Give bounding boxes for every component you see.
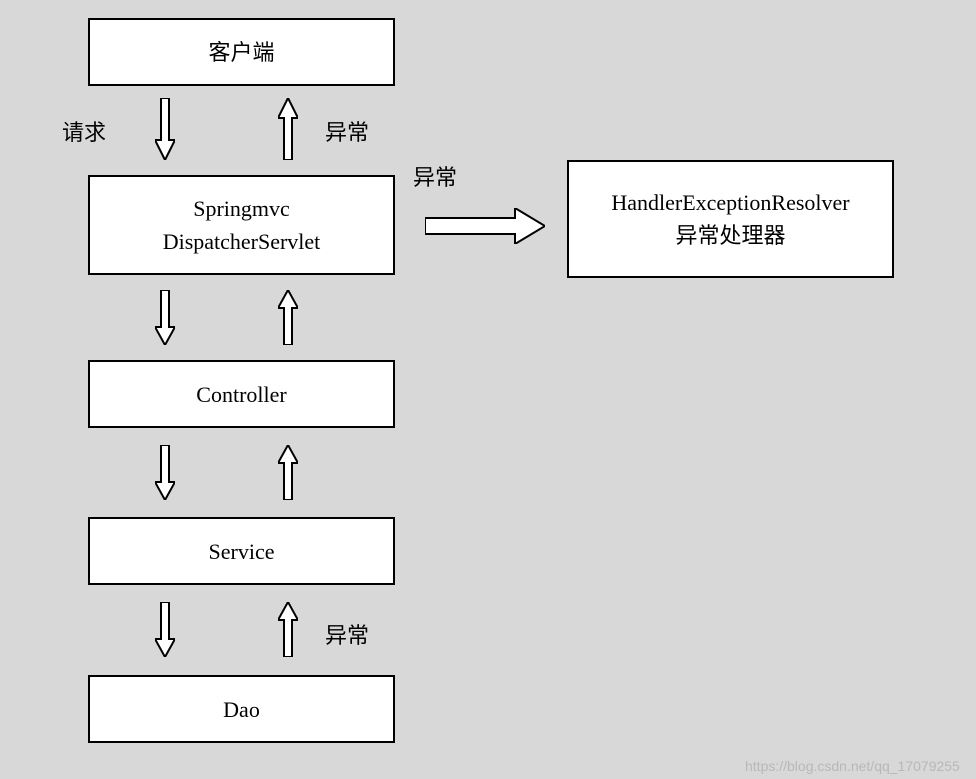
- node-service: Service: [88, 517, 395, 585]
- node-label: Service: [209, 535, 275, 568]
- node-dispatcher: Springmvc DispatcherServlet: [88, 175, 395, 275]
- node-resolver: HandlerExceptionResolver 异常处理器: [567, 160, 894, 278]
- arrow-up-icon: [278, 290, 298, 345]
- node-label: Controller: [196, 378, 286, 411]
- node-controller: Controller: [88, 360, 395, 428]
- node-label: 客户端: [208, 36, 274, 69]
- arrow-down-icon: [155, 290, 175, 345]
- node-client: 客户端: [88, 18, 395, 86]
- node-label-line2: DispatcherServlet: [163, 225, 321, 258]
- arrow-right-icon: [425, 208, 545, 244]
- node-label-line1: Springmvc: [193, 192, 290, 225]
- arrow-down-icon: [155, 445, 175, 500]
- node-dao: Dao: [88, 675, 395, 743]
- arrow-up-icon: [278, 602, 298, 657]
- label-exception-2: 异常: [413, 160, 457, 192]
- node-label: Dao: [223, 693, 260, 726]
- arrow-down-icon: [155, 98, 175, 160]
- label-exception-1: 异常: [325, 115, 369, 147]
- node-label-line2: 异常处理器: [675, 219, 785, 252]
- watermark: https://blog.csdn.net/qq_17079255: [745, 758, 960, 774]
- arrow-down-icon: [155, 602, 175, 657]
- arrow-up-icon: [278, 98, 298, 160]
- node-label-line1: HandlerExceptionResolver: [611, 186, 849, 219]
- label-exception-3: 异常: [325, 618, 369, 650]
- arrow-up-icon: [278, 445, 298, 500]
- label-request: 请求: [62, 115, 106, 147]
